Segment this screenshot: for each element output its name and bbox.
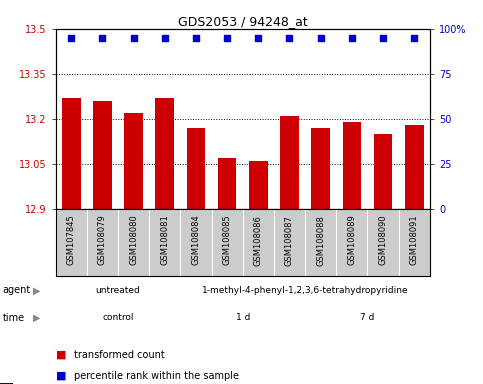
Text: GSM108081: GSM108081: [160, 215, 169, 265]
Bar: [0, 383, 4, 384]
Bar: [124, 113, 143, 209]
Text: GSM108089: GSM108089: [347, 215, 356, 265]
Text: 7 d: 7 d: [360, 313, 375, 323]
Bar: [156, 98, 174, 209]
Text: GSM108087: GSM108087: [285, 215, 294, 265]
Point: [223, 35, 231, 41]
Bar: [218, 158, 237, 209]
Bar: [62, 98, 81, 209]
Text: GSM108080: GSM108080: [129, 215, 138, 265]
Text: 1-methyl-4-phenyl-1,2,3,6-tetrahydropyridine: 1-methyl-4-phenyl-1,2,3,6-tetrahydropyri…: [202, 286, 409, 295]
Text: control: control: [102, 313, 134, 323]
Point: [379, 35, 387, 41]
Bar: [0, 383, 4, 384]
Point: [161, 35, 169, 41]
Bar: [374, 134, 392, 209]
Point: [285, 35, 293, 41]
Bar: [280, 116, 299, 209]
Text: ■: ■: [56, 350, 70, 360]
Point: [192, 35, 200, 41]
Text: GSM108084: GSM108084: [191, 215, 200, 265]
Text: GSM107845: GSM107845: [67, 215, 76, 265]
Text: ▶: ▶: [33, 285, 41, 295]
Text: ▶: ▶: [33, 313, 41, 323]
Text: GSM108079: GSM108079: [98, 215, 107, 265]
Text: GSM108088: GSM108088: [316, 215, 325, 265]
Text: 1 d: 1 d: [236, 313, 250, 323]
Point: [99, 35, 106, 41]
Bar: [405, 125, 424, 209]
Point: [255, 35, 262, 41]
Text: GSM108091: GSM108091: [410, 215, 419, 265]
Bar: [4, 383, 12, 384]
Point: [129, 35, 137, 41]
Text: transformed count: transformed count: [74, 350, 165, 360]
Text: agent: agent: [2, 285, 30, 295]
Point: [348, 35, 356, 41]
Text: GSM108085: GSM108085: [223, 215, 232, 265]
Bar: [8, 383, 12, 384]
Text: time: time: [2, 313, 25, 323]
Text: untreated: untreated: [96, 286, 140, 295]
Point: [67, 35, 75, 41]
Title: GDS2053 / 94248_at: GDS2053 / 94248_at: [178, 15, 308, 28]
Bar: [249, 161, 268, 209]
Text: GSM108086: GSM108086: [254, 215, 263, 265]
Text: percentile rank within the sample: percentile rank within the sample: [74, 371, 239, 381]
Point: [317, 35, 325, 41]
Text: ■: ■: [56, 371, 70, 381]
Point: [411, 35, 418, 41]
Bar: [4, 383, 8, 384]
Bar: [186, 128, 205, 209]
Bar: [342, 122, 361, 209]
Bar: [312, 128, 330, 209]
Text: GSM108090: GSM108090: [379, 215, 387, 265]
Bar: [93, 101, 112, 209]
